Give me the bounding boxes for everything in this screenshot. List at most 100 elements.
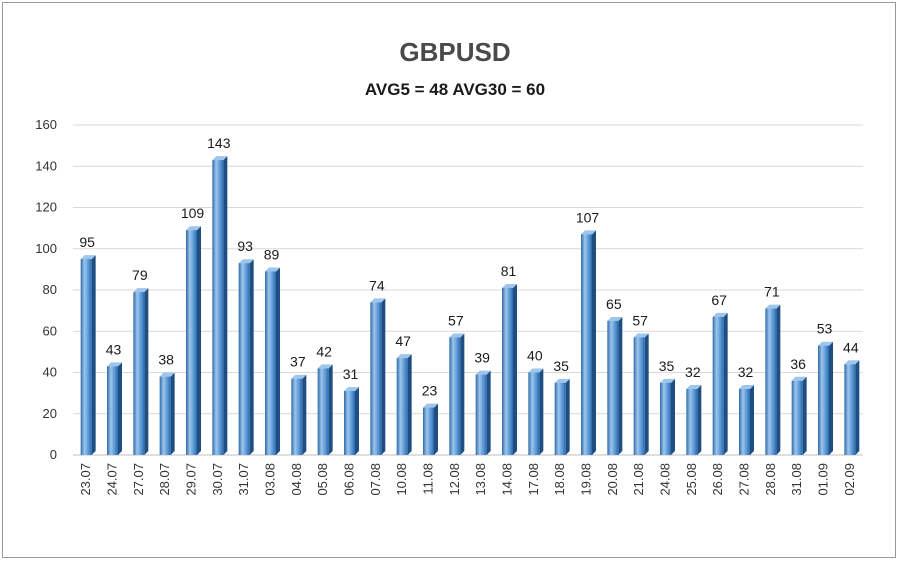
chart-subtitle: AVG5 = 48 AVG30 = 60	[365, 80, 545, 99]
x-tick-label: 28.07	[157, 463, 172, 496]
bar	[712, 312, 728, 455]
bar-side	[829, 341, 833, 455]
bar	[660, 378, 675, 455]
x-tick-label: 01.09	[816, 463, 831, 496]
x-tick-label: 25.08	[684, 463, 699, 496]
bar	[186, 226, 201, 455]
y-tick-label: 140	[35, 158, 57, 173]
bar-side	[381, 298, 386, 455]
bar-top	[844, 360, 860, 365]
y-tick-label: 60	[43, 323, 57, 338]
x-tick-label: 27.07	[131, 463, 146, 496]
x-axis-ticks: 23.07 24.07 27.07 28.07 29.07 30.07 31.07 03.08…	[78, 463, 857, 496]
data-label: 57	[632, 312, 648, 328]
bar-front	[396, 358, 408, 455]
x-tick-label: 11.08	[421, 463, 436, 495]
x-tick-label: 10.08	[394, 463, 409, 496]
y-tick-label: 40	[43, 365, 57, 380]
bar	[739, 385, 754, 455]
bar-front	[344, 391, 355, 455]
bar	[502, 283, 517, 455]
data-label: 35	[659, 358, 675, 374]
bar-top	[80, 255, 96, 260]
bar	[370, 298, 386, 455]
x-tick-label: 27.08	[737, 463, 752, 496]
bar-side	[671, 378, 675, 455]
bar-side	[513, 283, 517, 455]
bar-front	[818, 345, 829, 455]
bar	[633, 333, 649, 455]
x-tick-label: 19.08	[579, 463, 594, 496]
bar-front	[159, 376, 171, 455]
bar-top	[186, 226, 201, 231]
bar	[317, 364, 333, 455]
bar-chart: GBPUSD AVG5 = 48 AVG30 = 60 0 20 40 60 80 100…	[35, 37, 863, 496]
bar-side	[328, 364, 333, 455]
y-tick-label: 80	[43, 282, 57, 297]
data-label: 36	[790, 356, 806, 372]
bar-top	[370, 298, 386, 303]
y-tick-label: 120	[35, 200, 57, 215]
bar-side	[802, 376, 807, 455]
bar	[265, 267, 280, 455]
data-label: 79	[132, 267, 148, 283]
data-label: 35	[553, 358, 569, 374]
data-label: 31	[343, 366, 359, 382]
data-label: 53	[817, 321, 833, 337]
bar-side	[592, 230, 596, 455]
bar-front	[581, 234, 592, 455]
data-label: 109	[181, 205, 205, 221]
x-tick-label: 31.07	[236, 463, 251, 496]
chart-title: GBPUSD	[399, 37, 510, 67]
bar-side	[91, 255, 96, 455]
bar-top	[344, 387, 359, 392]
x-tick-label: 20.08	[605, 463, 620, 496]
bar-front	[475, 374, 487, 455]
bar-top	[633, 333, 649, 338]
bar-side	[618, 316, 623, 455]
x-tick-label: 13.08	[473, 463, 488, 496]
bar-side	[249, 259, 254, 455]
bar-side	[486, 370, 491, 455]
data-label: 43	[106, 341, 122, 357]
x-tick-label: 06.08	[342, 463, 357, 496]
bar-top	[396, 354, 412, 359]
bar-side	[539, 368, 544, 455]
y-tick-label: 160	[35, 117, 57, 132]
bar-front	[265, 271, 276, 455]
bar	[791, 376, 807, 455]
bar	[581, 230, 596, 455]
data-label: 57	[448, 312, 464, 328]
x-tick-label: 24.08	[658, 463, 673, 496]
bar-front	[107, 366, 118, 455]
x-tick-label: 23.07	[78, 463, 93, 496]
bar-side	[170, 372, 175, 455]
bar	[449, 333, 465, 455]
bar-front	[765, 308, 777, 455]
data-label: 44	[843, 339, 859, 355]
bar-front	[212, 160, 224, 455]
bar-front	[528, 372, 540, 455]
bar	[80, 255, 96, 455]
bar	[607, 316, 623, 455]
y-tick-label: 20	[43, 406, 57, 421]
data-label: 81	[501, 263, 517, 279]
x-tick-label: 14.08	[500, 463, 515, 496]
grid-lines	[73, 124, 863, 456]
bar-side	[223, 156, 228, 455]
bar	[686, 385, 702, 455]
bar	[133, 288, 149, 455]
bar-top	[607, 316, 623, 321]
bar-front	[844, 364, 856, 455]
bar-front	[660, 382, 671, 455]
bar-top	[212, 156, 228, 161]
x-tick-label: 28.08	[763, 463, 778, 496]
bar-top	[317, 364, 333, 369]
bar-top	[265, 267, 280, 272]
data-label: 32	[685, 364, 701, 380]
bar-top	[291, 374, 307, 379]
bar-side	[434, 403, 438, 455]
data-label: 38	[158, 352, 174, 368]
bar	[159, 372, 175, 455]
